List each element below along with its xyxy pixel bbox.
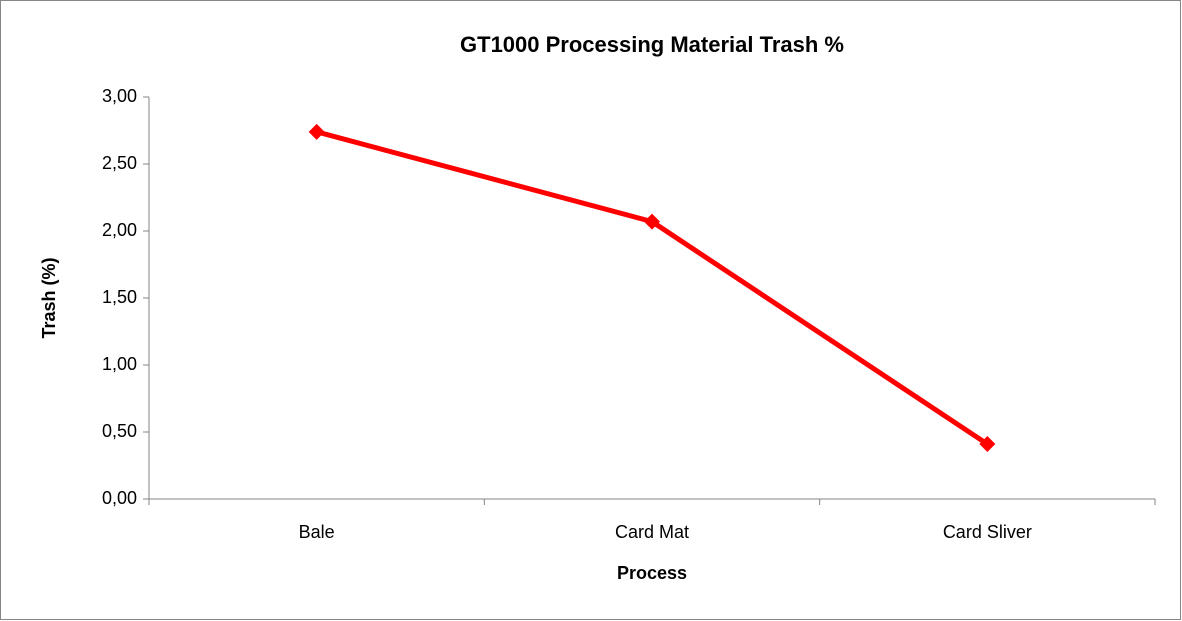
x-tick-label: Card Mat: [615, 522, 689, 542]
y-tick-label: 2,50: [102, 153, 137, 173]
data-marker: [979, 436, 996, 453]
chart-title: GT1000 Processing Material Trash %: [460, 32, 844, 57]
x-axis-label: Process: [617, 563, 687, 583]
y-tick-label: 3,00: [102, 86, 137, 106]
data-marker: [308, 123, 325, 140]
y-tick-label: 1,50: [102, 287, 137, 307]
data-marker: [644, 213, 660, 230]
x-tick-label: Bale: [299, 522, 335, 542]
x-tick-label: Card Sliver: [943, 522, 1032, 542]
y-tick-label: 1,00: [102, 354, 137, 374]
y-axis-label: Trash (%): [39, 257, 59, 338]
y-tick-label: 0,50: [102, 421, 137, 441]
y-tick-label: 0,00: [102, 488, 137, 508]
y-tick-label: 2,00: [102, 220, 137, 240]
